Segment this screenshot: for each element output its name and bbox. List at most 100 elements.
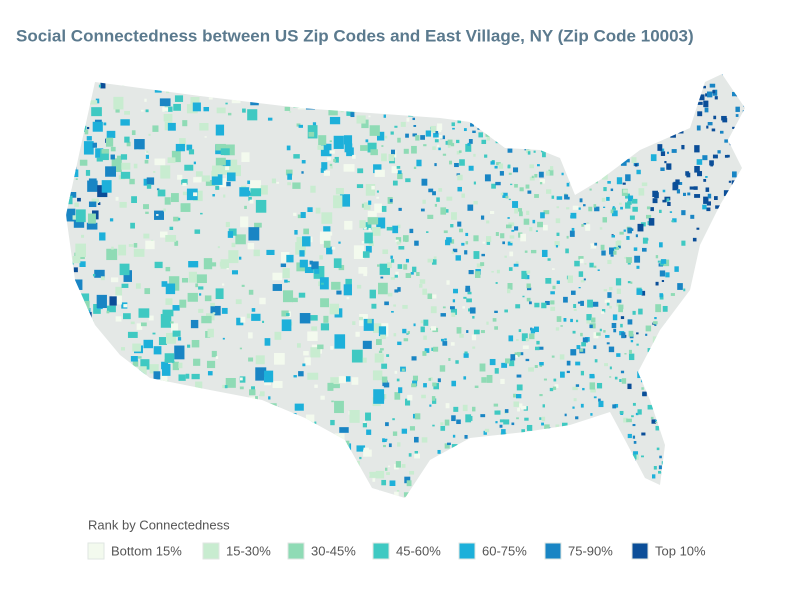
zip-region (115, 286, 123, 297)
zip-region (542, 404, 545, 408)
zip-region (749, 420, 751, 423)
zip-region (333, 195, 343, 209)
zip-region (714, 96, 718, 100)
zip-region (204, 420, 213, 429)
zip-region (478, 115, 484, 121)
zip-region (463, 376, 467, 380)
zip-region (735, 500, 739, 506)
zip-region (693, 186, 698, 190)
zip-region (722, 118, 728, 123)
zip-region (172, 305, 180, 311)
zip-region (222, 337, 225, 340)
zip-region (303, 351, 309, 356)
zip-region (225, 377, 236, 388)
zip-region (528, 92, 535, 98)
zip-region (350, 112, 355, 118)
zip-region (394, 111, 398, 115)
zip-region (84, 483, 91, 493)
zip-region (87, 180, 98, 192)
zip-region (495, 421, 498, 424)
zip-region (501, 74, 507, 79)
zip-region (333, 471, 337, 475)
zip-region (468, 308, 471, 312)
zip-region (589, 188, 592, 191)
legend-label: 15-30% (226, 543, 271, 558)
zip-region (384, 135, 388, 139)
zip-region (611, 322, 617, 329)
zip-region (427, 293, 433, 300)
zip-region (232, 452, 238, 460)
zip-region (145, 154, 150, 159)
zip-region (600, 426, 606, 431)
zip-region (472, 81, 477, 84)
zip-region (596, 123, 602, 130)
zip-region (720, 230, 726, 237)
zip-region (631, 151, 634, 155)
zip-region (362, 340, 372, 349)
zip-region (713, 403, 720, 411)
zip-region (715, 205, 721, 209)
zip-region (670, 293, 675, 296)
zip-region (632, 423, 636, 427)
zip-region (219, 402, 225, 408)
zip-region (148, 133, 151, 136)
zip-region (557, 451, 561, 455)
zip-region (655, 425, 660, 431)
zip-region (628, 349, 632, 354)
zip-region (568, 80, 573, 84)
zip-region (329, 303, 339, 315)
zip-region (100, 494, 105, 498)
zip-region (466, 298, 472, 303)
zip-region (331, 281, 341, 290)
zip-region (579, 155, 583, 159)
zip-region (599, 227, 603, 230)
zip-region (547, 258, 551, 261)
zip-region (705, 373, 709, 376)
zip-region (454, 104, 458, 107)
zip-region (203, 258, 213, 270)
zip-region (744, 136, 745, 141)
zip-region (323, 240, 331, 248)
zip-region (381, 376, 388, 383)
zip-region (119, 201, 127, 208)
zip-region (619, 80, 626, 86)
zip-region (630, 110, 637, 117)
zip-region (319, 231, 331, 245)
zip-region (111, 388, 120, 399)
zip-region (485, 446, 489, 449)
zip-region (74, 390, 85, 401)
zip-region (215, 288, 224, 299)
zip-region (154, 210, 165, 220)
zip-region (296, 236, 307, 244)
zip-region (545, 170, 550, 176)
zip-region (585, 497, 591, 498)
zip-region (446, 105, 449, 109)
zip-region (138, 366, 147, 375)
zip-region (486, 240, 491, 245)
zip-region (627, 433, 632, 439)
zip-region (153, 171, 156, 173)
zip-region (456, 82, 459, 86)
zip-region (406, 495, 412, 498)
zip-region (84, 360, 88, 363)
zip-region (460, 470, 467, 478)
zip-region (542, 224, 548, 231)
zip-region (434, 81, 439, 86)
zip-region (743, 132, 745, 136)
zip-region (446, 280, 450, 285)
zip-region (356, 115, 366, 124)
zip-region (442, 153, 447, 156)
zip-region (520, 233, 527, 242)
zip-region (155, 457, 161, 461)
zip-region (722, 74, 726, 76)
zip-region (77, 440, 85, 449)
zip-region (119, 427, 129, 441)
zip-region (591, 80, 597, 84)
zip-region (193, 161, 196, 165)
zip-region (710, 162, 714, 167)
zip-region (315, 207, 321, 214)
zip-region (457, 174, 463, 181)
zip-region (612, 495, 617, 498)
zip-region (249, 199, 254, 204)
zip-region (504, 255, 507, 258)
